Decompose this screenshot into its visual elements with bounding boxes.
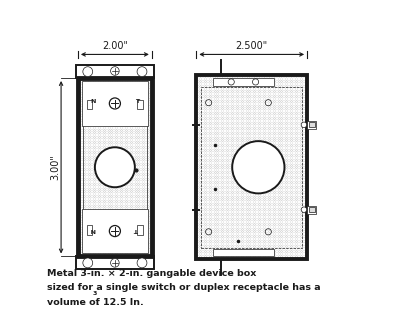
Circle shape: [137, 67, 147, 77]
Circle shape: [301, 207, 307, 213]
Text: sized for a single switch or duplex receptacle has a: sized for a single switch or duplex rece…: [47, 284, 321, 292]
Bar: [196, 75, 307, 259]
Text: T: T: [135, 227, 139, 232]
Text: N: N: [90, 227, 95, 232]
Text: 3.00": 3.00": [51, 154, 61, 180]
Text: volume of 12.5 In.: volume of 12.5 In.: [47, 298, 144, 307]
Bar: [76, 256, 154, 269]
Bar: [310, 207, 315, 212]
Text: Metal 3-in. × 2-in. gangable device box: Metal 3-in. × 2-in. gangable device box: [47, 269, 257, 278]
Text: N: N: [90, 100, 95, 105]
Bar: [307, 206, 316, 214]
Bar: [83, 83, 147, 252]
Circle shape: [83, 258, 93, 268]
Bar: [137, 100, 143, 109]
Circle shape: [137, 258, 147, 268]
Bar: [82, 81, 148, 126]
Text: T: T: [135, 100, 139, 105]
Circle shape: [110, 67, 119, 75]
Circle shape: [110, 259, 119, 267]
Bar: [78, 78, 152, 256]
Bar: [213, 249, 274, 256]
Circle shape: [301, 122, 307, 128]
Bar: [307, 121, 316, 129]
Text: .: .: [95, 298, 99, 307]
Bar: [76, 65, 154, 78]
Bar: [201, 87, 303, 248]
Bar: [310, 122, 315, 127]
Bar: [213, 78, 274, 86]
Bar: [82, 209, 148, 253]
Text: 3: 3: [93, 291, 97, 296]
Circle shape: [83, 67, 93, 77]
Circle shape: [232, 141, 284, 193]
Text: 2.500": 2.500": [236, 41, 268, 51]
Text: 2.00": 2.00": [102, 41, 128, 51]
Bar: [87, 100, 92, 109]
Bar: [87, 225, 92, 235]
Circle shape: [95, 147, 135, 187]
Bar: [137, 225, 143, 235]
